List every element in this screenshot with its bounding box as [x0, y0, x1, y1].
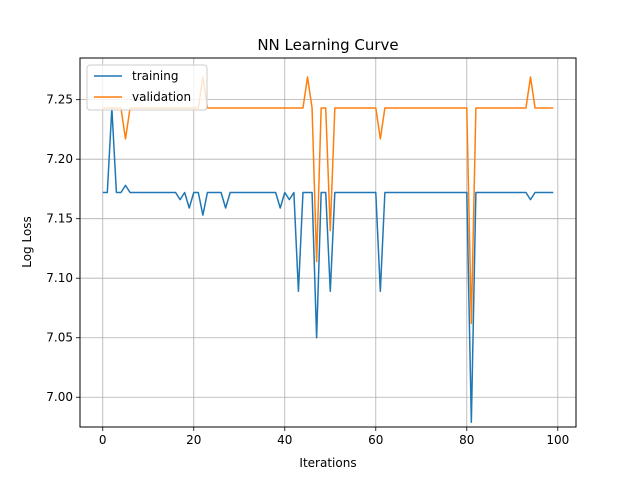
x-tick-label: 80: [459, 433, 474, 447]
y-tick-label: 7.05: [46, 331, 73, 345]
legend-label-training: training: [132, 69, 179, 83]
y-tick-label: 7.15: [46, 212, 73, 226]
x-tick-label: 40: [277, 433, 292, 447]
legend: training validation: [86, 64, 208, 111]
x-axis-label: Iterations: [299, 456, 356, 470]
y-tick-label: 7.25: [46, 93, 73, 107]
x-tick-label: 0: [99, 433, 107, 447]
x-tick-label: 100: [546, 433, 569, 447]
axis-ticks: 0 20 40 60 80 100 7.00 7.05 7.10 7.15 7.20 7.25: [46, 93, 569, 447]
series-line-training: [102, 107, 554, 423]
x-tick-label: 60: [368, 433, 383, 447]
legend-label-validation: validation: [132, 90, 191, 104]
x-tick-label: 20: [186, 433, 201, 447]
chart-title: NN Learning Curve: [257, 36, 398, 54]
plot-frame: [79, 57, 577, 428]
y-tick-label: 7.20: [46, 152, 73, 166]
y-tick-label: 7.10: [46, 271, 73, 285]
y-axis-label: Log Loss: [20, 216, 34, 268]
y-tick-label: 7.00: [46, 390, 73, 404]
